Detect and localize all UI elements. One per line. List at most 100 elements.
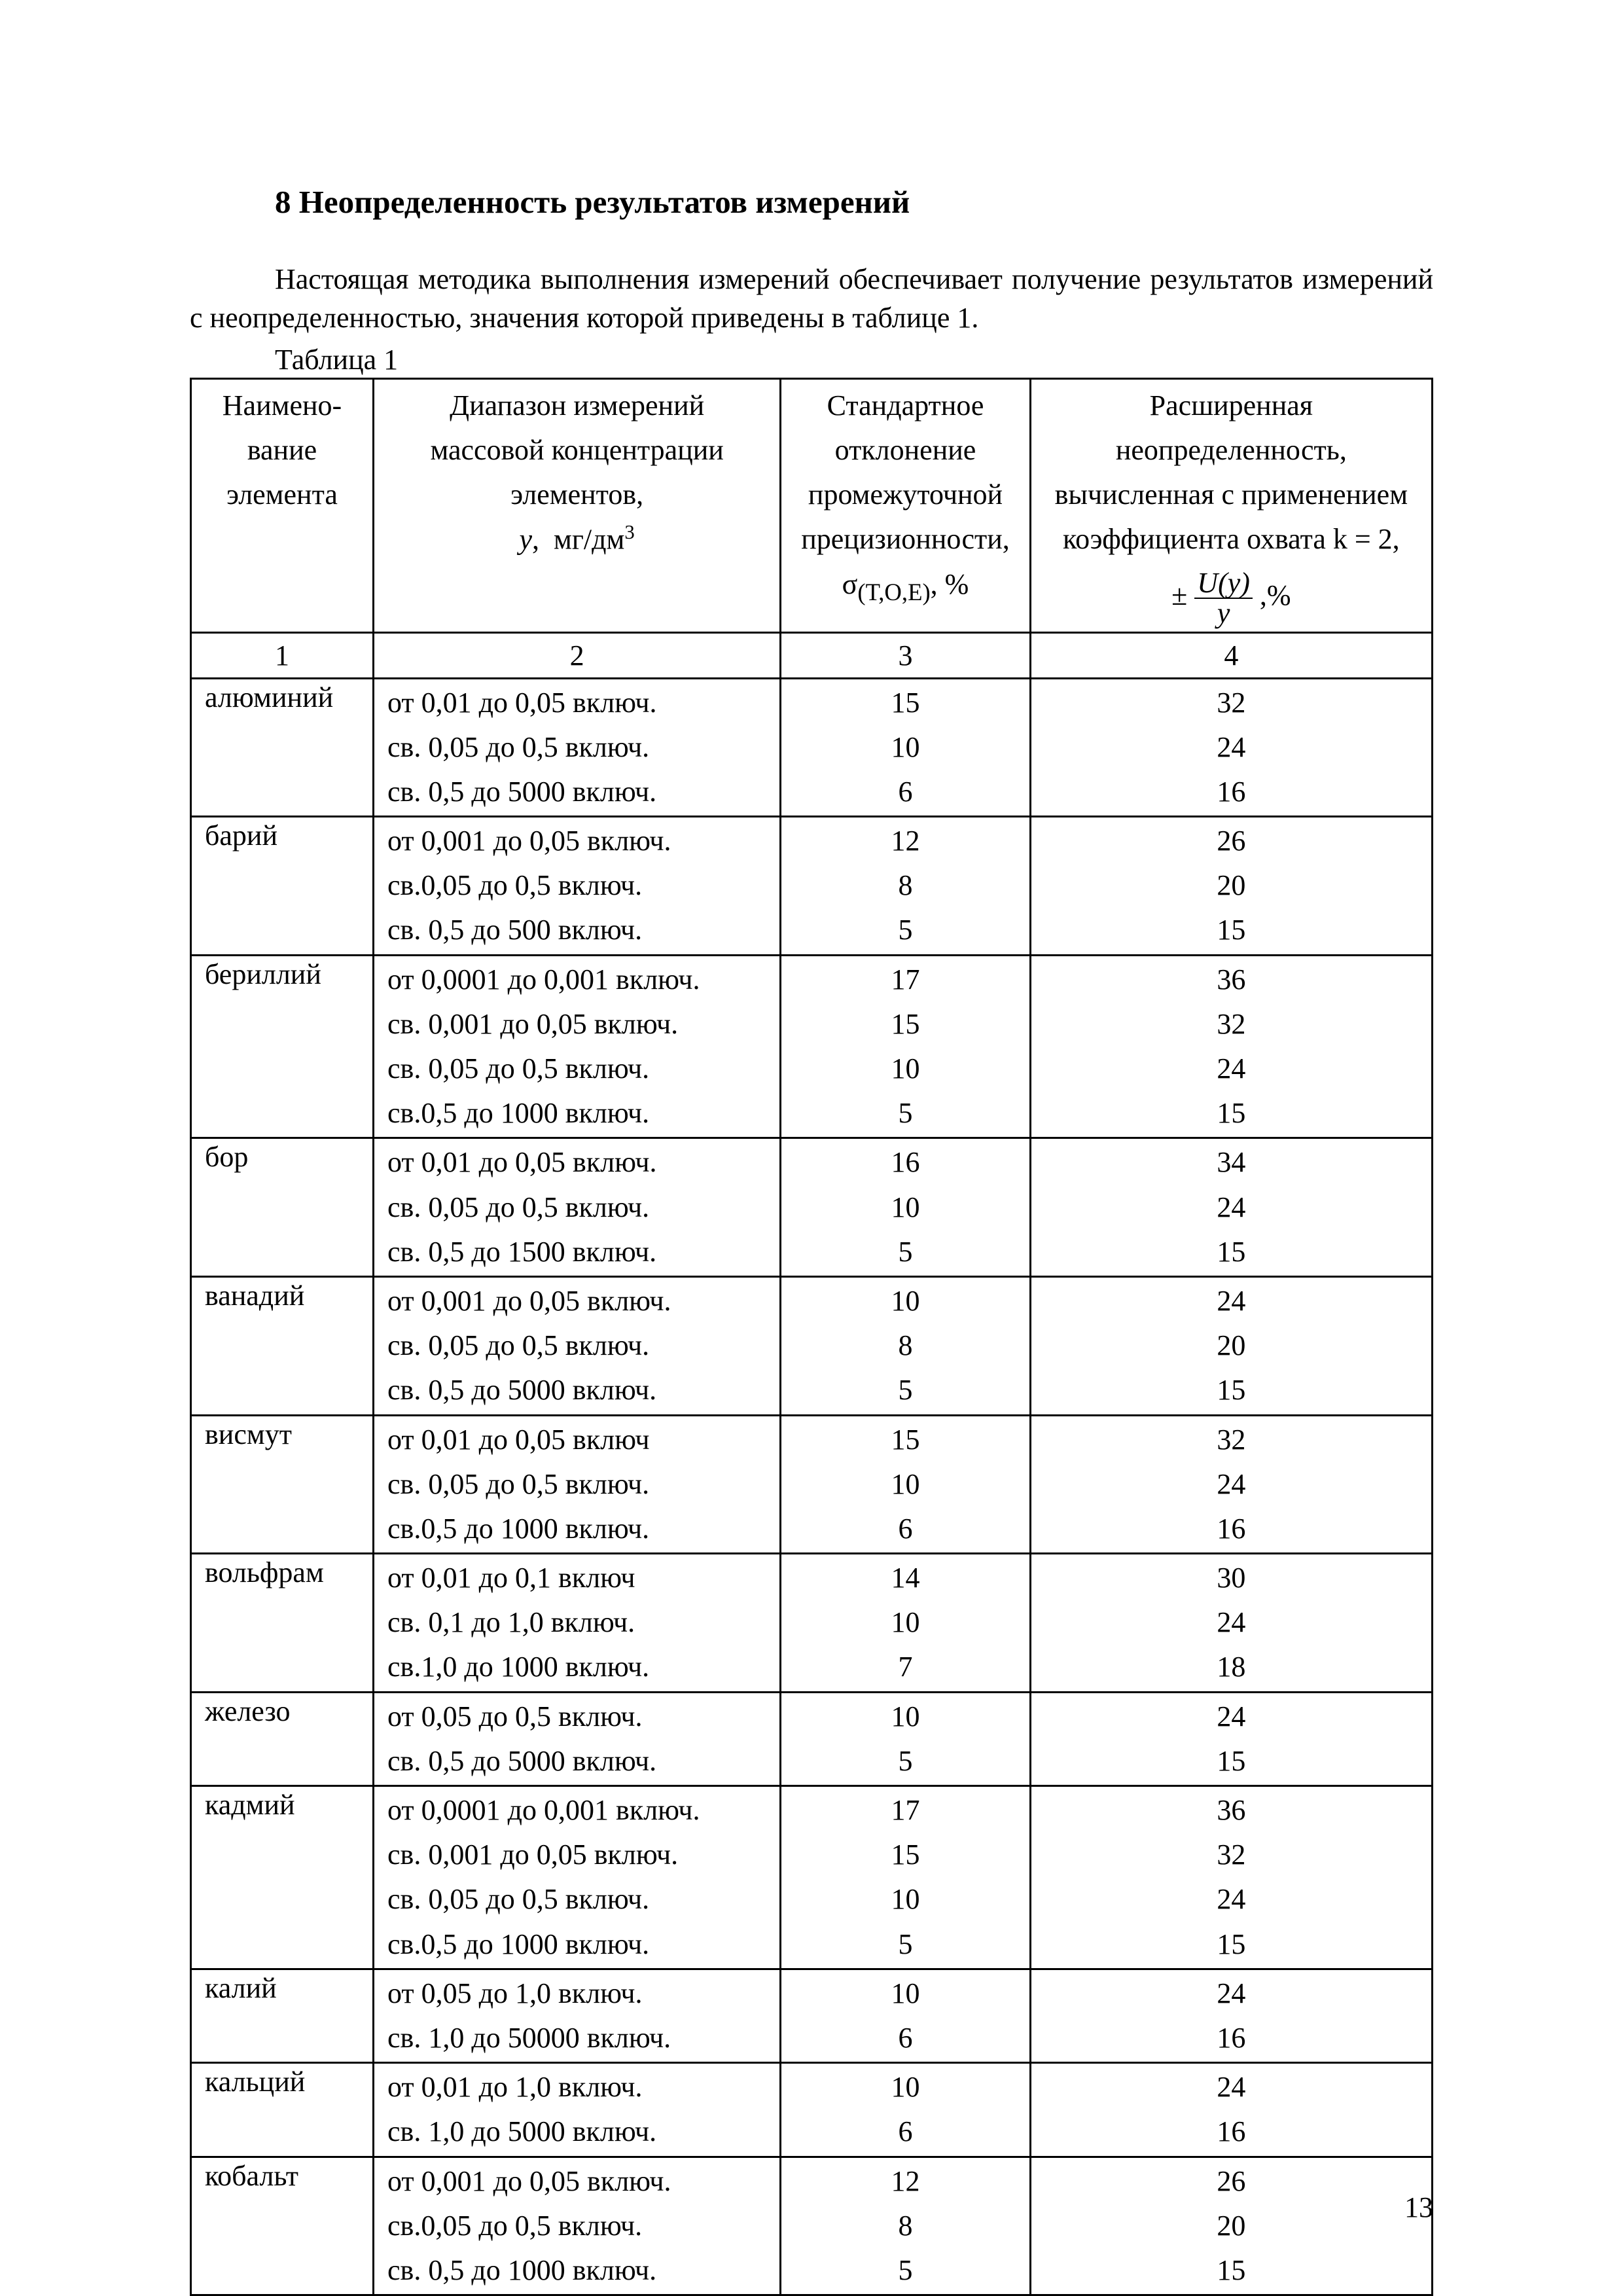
table-header-col3: Стандартное отклонение промежуточной пре… (781, 378, 1030, 632)
range-cell: от 0,0001 до 0,001 включ.св. 0,001 до 0,… (374, 1786, 781, 1969)
unc-value: 32 (1044, 1418, 1418, 1462)
range-value: св.0,5 до 1000 включ. (387, 1091, 766, 1136)
std-value: 10 (794, 1279, 1016, 1323)
std-value: 15 (794, 1418, 1016, 1462)
range-value: св. 0,5 до 500 включ. (387, 908, 766, 952)
range-cell: от 0,001 до 0,05 включ.св. 0,05 до 0,5 в… (374, 1276, 781, 1415)
range-value: от 0,05 до 0,5 включ. (387, 1695, 766, 1739)
std-value: 5 (794, 2248, 1016, 2293)
range-value: св. 0,001 до 0,05 включ. (387, 1833, 766, 1877)
table-header-col1: Наимено- вание элемента (191, 378, 374, 632)
element-name-cell: алюминий (191, 678, 374, 817)
unc-value: 15 (1044, 1368, 1418, 1412)
std-value: 8 (794, 863, 1016, 908)
range-value: св.0,5 до 1000 включ. (387, 1507, 766, 1551)
header-text: элемента (205, 473, 359, 517)
intro-paragraph: Настоящая методика выполнения измерений … (190, 260, 1433, 338)
range-cell: от 0,01 до 1,0 включ.св. 1,0 до 5000 вкл… (374, 2063, 781, 2157)
unc-value: 15 (1044, 908, 1418, 952)
std-value: 7 (794, 1645, 1016, 1689)
table-column-number-row: 1 2 3 4 (191, 632, 1433, 678)
table-row: кадмийот 0,0001 до 0,001 включ.св. 0,001… (191, 1786, 1433, 1969)
unc-value: 15 (1044, 1922, 1418, 1967)
unc-value: 24 (1044, 1695, 1418, 1739)
std-cell: 105 (781, 1692, 1030, 1785)
col-number: 4 (1030, 632, 1432, 678)
std-value: 10 (794, 2065, 1016, 2109)
unc-cell: 262015 (1030, 2157, 1432, 2295)
element-name-cell: кобальт (191, 2157, 374, 2295)
uncertainty-table: Наимено- вание элемента Диапазон измерен… (190, 378, 1433, 2296)
table-caption: Таблица 1 (275, 343, 1433, 376)
table-row: барийот 0,001 до 0,05 включ.св.0,05 до 0… (191, 817, 1433, 956)
std-value: 12 (794, 819, 1016, 863)
table-row: висмутот 0,01 до 0,05 включсв. 0,05 до 0… (191, 1415, 1433, 1554)
unc-value: 32 (1044, 1002, 1418, 1047)
std-cell: 15106 (781, 1415, 1030, 1554)
unc-value: 32 (1044, 681, 1418, 725)
unc-value: 24 (1044, 2065, 1418, 2109)
unc-value: 16 (1044, 2109, 1418, 2154)
std-value: 5 (794, 1230, 1016, 1274)
range-value: св. 0,05 до 0,5 включ. (387, 1047, 766, 1091)
unc-value: 20 (1044, 2204, 1418, 2248)
unc-value: 24 (1044, 725, 1418, 770)
range-value: св. 0,05 до 0,5 включ. (387, 1462, 766, 1507)
unc-value: 15 (1044, 1091, 1418, 1136)
std-cell: 106 (781, 2063, 1030, 2157)
element-name-cell: калий (191, 1969, 374, 2062)
range-value: св. 0,5 до 5000 включ. (387, 1739, 766, 1784)
range-cell: от 0,05 до 0,5 включ.св. 0,5 до 5000 вкл… (374, 1692, 781, 1785)
header-text: элементов, (387, 473, 766, 517)
std-value: 6 (794, 1507, 1016, 1551)
std-value: 15 (794, 1002, 1016, 1047)
range-value: от 0,05 до 1,0 включ. (387, 1971, 766, 2016)
unc-value: 26 (1044, 2159, 1418, 2204)
unc-cell: 322416 (1030, 678, 1432, 817)
element-name-cell: кальций (191, 2063, 374, 2157)
range-cell: от 0,01 до 0,05 включ.св. 0,05 до 0,5 вк… (374, 1138, 781, 1277)
std-value: 16 (794, 1140, 1016, 1185)
range-value: св. 0,05 до 0,5 включ. (387, 1323, 766, 1368)
std-cell: 14107 (781, 1554, 1030, 1693)
unc-cell: 322416 (1030, 1415, 1432, 1554)
header-text: Стандартное (794, 384, 1016, 428)
std-value: 10 (794, 1462, 1016, 1507)
unc-cell: 2416 (1030, 2063, 1432, 2157)
header-text: Наимено- (205, 384, 359, 428)
table-row: борот 0,01 до 0,05 включ.св. 0,05 до 0,5… (191, 1138, 1433, 1277)
unc-cell: 36322415 (1030, 955, 1432, 1138)
std-cell: 15106 (781, 678, 1030, 817)
std-value: 12 (794, 2159, 1016, 2204)
unc-value: 16 (1044, 1507, 1418, 1551)
header-text: вание (205, 428, 359, 473)
std-cell: 1715105 (781, 1786, 1030, 1969)
element-name-cell: кадмий (191, 1786, 374, 1969)
range-value: св.1,0 до 1000 включ. (387, 1645, 766, 1689)
std-cell: 16105 (781, 1138, 1030, 1277)
range-value: св.0,05 до 0,5 включ. (387, 2204, 766, 2248)
unc-value: 16 (1044, 2016, 1418, 2060)
unc-value: 16 (1044, 770, 1418, 814)
std-value: 10 (794, 1185, 1016, 1230)
element-name-cell: вольфрам (191, 1554, 374, 1693)
std-value: 10 (794, 1877, 1016, 1922)
range-value: от 0,001 до 0,05 включ. (387, 2159, 766, 2204)
table-header-row: Наимено- вание элемента Диапазон измерен… (191, 378, 1433, 632)
std-cell: 1285 (781, 817, 1030, 956)
range-value: св. 0,5 до 1500 включ. (387, 1230, 766, 1274)
range-cell: от 0,01 до 0,05 включсв. 0,05 до 0,5 вкл… (374, 1415, 781, 1554)
range-value: от 0,01 до 0,1 включ (387, 1556, 766, 1600)
range-value: от 0,001 до 0,05 включ. (387, 819, 766, 863)
range-value: от 0,01 до 0,05 включ. (387, 1140, 766, 1185)
table-row: бериллийот 0,0001 до 0,001 включ.св. 0,0… (191, 955, 1433, 1138)
unc-value: 20 (1044, 863, 1418, 908)
std-value: 5 (794, 1368, 1016, 1412)
std-value: 8 (794, 2204, 1016, 2248)
range-value: св. 0,05 до 0,5 включ. (387, 1877, 766, 1922)
header-text: промежуточной (794, 473, 1016, 517)
std-value: 15 (794, 681, 1016, 725)
table-row: алюминийот 0,01 до 0,05 включ.св. 0,05 д… (191, 678, 1433, 817)
range-cell: от 0,01 до 0,1 включсв. 0,1 до 1,0 включ… (374, 1554, 781, 1693)
table-body: алюминийот 0,01 до 0,05 включ.св. 0,05 д… (191, 678, 1433, 2295)
